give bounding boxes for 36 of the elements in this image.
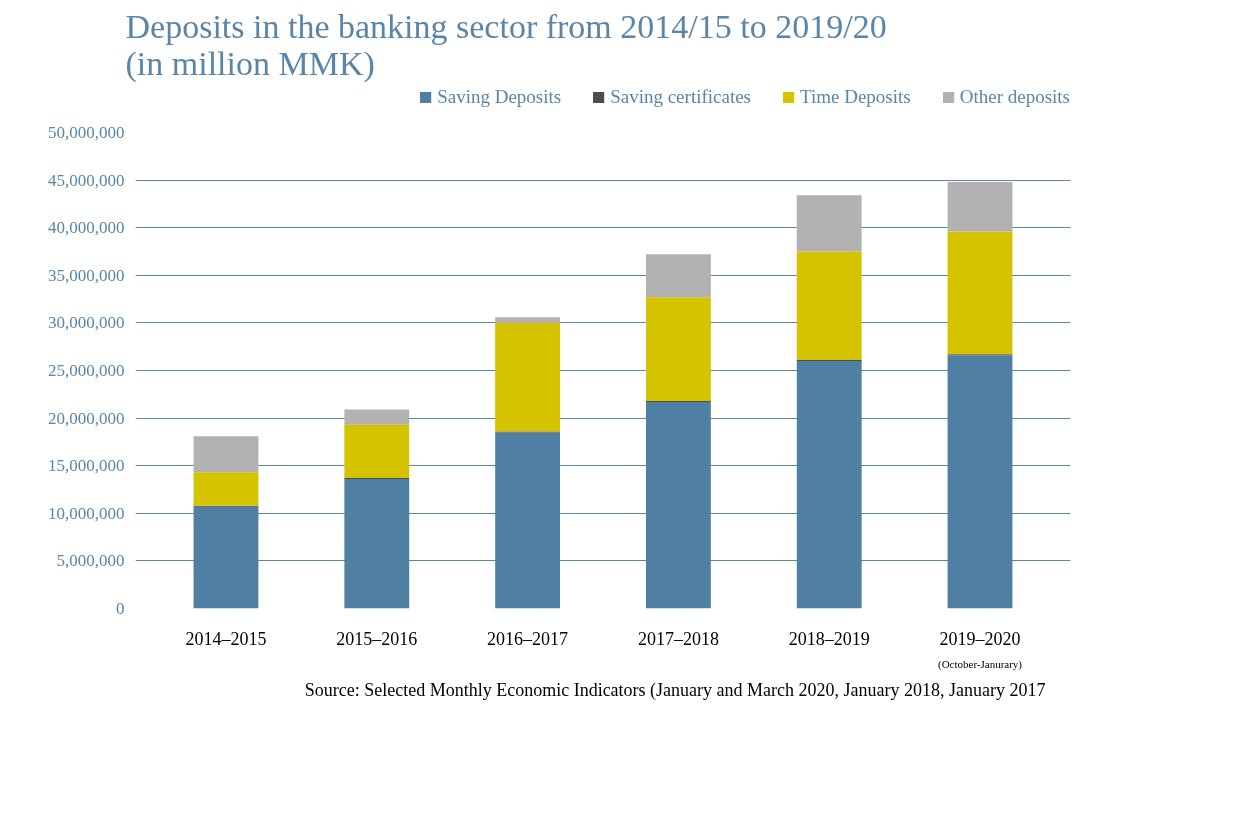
bar bbox=[645, 254, 711, 298]
y-tick-label: 45,000,000 bbox=[48, 170, 125, 190]
bar bbox=[344, 409, 410, 425]
bar bbox=[193, 436, 259, 473]
y-tick-label: 50,000,000 bbox=[48, 123, 125, 142]
bar bbox=[495, 317, 561, 323]
bar bbox=[796, 195, 862, 252]
x-tick-label: 2018–2019 bbox=[788, 628, 870, 649]
bar bbox=[495, 322, 561, 432]
legend-label: Other deposits bbox=[959, 86, 1070, 108]
y-tick-label: 5,000,000 bbox=[56, 551, 125, 571]
y-tick-label: 30,000,000 bbox=[48, 313, 125, 333]
bar bbox=[796, 251, 862, 361]
x-tick-label: 2019–2020 bbox=[939, 628, 1021, 649]
x-tick-label: 2016–2017 bbox=[487, 628, 569, 649]
bar bbox=[344, 424, 410, 479]
x-tick-label: 2015–2016 bbox=[336, 628, 418, 649]
text: (October-Janurary) bbox=[937, 657, 1023, 671]
y-tick-label: 35,000,000 bbox=[48, 265, 125, 285]
bar bbox=[947, 231, 1013, 355]
y-tick-label: 0 bbox=[116, 599, 125, 618]
legend-label: Time Deposits bbox=[800, 86, 911, 108]
y-tick-label: 10,000,000 bbox=[48, 503, 125, 523]
chart-title: Deposits in the banking sector from 2014/15 to 2019/20 (in million MMK) bbox=[125, 7, 887, 83]
bar bbox=[193, 472, 259, 506]
x-tick-label: 2014–2015 bbox=[185, 628, 267, 649]
y-tick-label: 40,000,000 bbox=[48, 218, 125, 238]
y-tick-label: 20,000,000 bbox=[48, 408, 125, 428]
y-tick-label: 25,000,000 bbox=[48, 361, 125, 380]
legend-label: Saving certificates bbox=[610, 86, 752, 108]
bar bbox=[645, 297, 711, 401]
source-note: Source: Selected Monthly Economic Indicators (January and March 2020, January 2018, January 2017 bbox=[304, 679, 1046, 701]
x-tick-label: 2017–2018 bbox=[637, 628, 719, 649]
bar bbox=[947, 182, 1013, 232]
legend-label: Saving Deposits bbox=[437, 86, 562, 108]
y-tick-label: 15,000,000 bbox=[48, 456, 125, 476]
